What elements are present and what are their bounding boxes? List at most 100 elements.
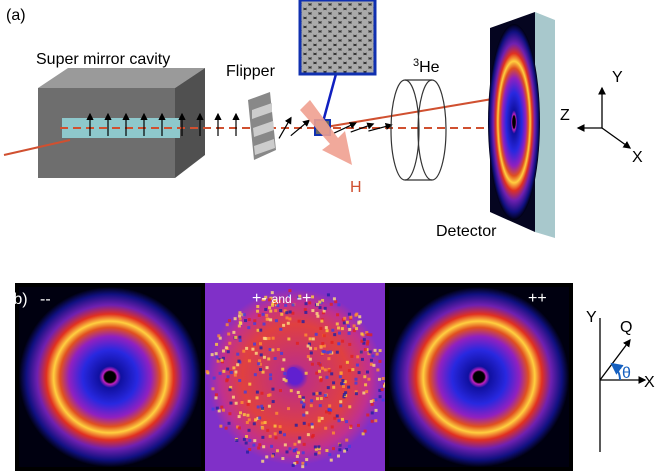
speckle-dot <box>295 341 299 345</box>
speckle-dot <box>238 321 242 325</box>
speckle-dot <box>332 297 336 301</box>
speckle-dot <box>365 331 369 335</box>
speckle-dot <box>273 357 277 361</box>
speckle-dot <box>366 333 370 337</box>
speckle-dot <box>345 360 349 364</box>
speckle-dot <box>238 338 242 342</box>
speckle-dot <box>378 349 382 353</box>
speckle-dot <box>348 327 352 331</box>
speckle-dot <box>366 413 370 417</box>
speckle-dot <box>360 357 364 361</box>
speckle-dot <box>339 365 343 369</box>
speckle-dot <box>271 336 275 340</box>
speckle-dot <box>247 359 251 363</box>
speckle-dot <box>323 350 327 354</box>
speckle-dot <box>338 448 342 452</box>
speckle-dot <box>286 321 290 325</box>
speckle-dot <box>288 317 292 321</box>
speckle-dot <box>291 303 295 307</box>
speckle-dot <box>315 397 319 401</box>
speckle-dot <box>221 356 225 360</box>
map-plus-plus <box>389 287 569 467</box>
speckle-dot <box>304 333 308 337</box>
speckle-dot <box>323 306 327 310</box>
speckle-dot <box>258 362 262 366</box>
speckle-dot <box>214 352 218 356</box>
speckle-dot <box>265 317 269 321</box>
speckle-dot <box>325 329 329 333</box>
speckle-dot <box>297 440 301 444</box>
speckle-dot <box>247 428 251 432</box>
speckle-dot <box>238 314 242 318</box>
speckle-dot <box>271 454 275 458</box>
speckle-dot <box>365 342 369 346</box>
speckle-dot <box>332 381 336 385</box>
speckle-dot <box>315 391 319 395</box>
speckle-dot <box>373 348 377 352</box>
speckle-dot <box>310 425 314 429</box>
speckle-dot <box>258 368 262 372</box>
flipper <box>248 92 276 160</box>
speckle-dot <box>324 326 328 330</box>
speckle-dot <box>327 357 331 361</box>
speckle-dot <box>365 390 369 394</box>
speckle-dot <box>247 318 251 322</box>
speckle-dot <box>264 307 268 311</box>
speckle-dot <box>256 416 260 420</box>
speckle-dot <box>236 352 240 356</box>
speckle-dot <box>320 351 324 355</box>
speckle-dot <box>321 298 325 302</box>
speckle-dot <box>292 449 296 453</box>
speckle-dot <box>310 399 314 403</box>
map-minus-minus <box>19 287 201 467</box>
speckle-dot <box>285 311 289 315</box>
detector <box>488 12 555 238</box>
speckle-dot <box>270 303 274 307</box>
speckle-dot <box>271 302 275 306</box>
speckle-dot <box>354 390 358 394</box>
speckle-dot <box>369 399 373 403</box>
speckle-dot <box>333 416 337 420</box>
speckle-dot <box>360 339 364 343</box>
speckle-dot <box>366 340 370 344</box>
speckle-dot <box>347 312 351 316</box>
speckle-dot <box>328 453 332 457</box>
speckle-dot <box>231 395 235 399</box>
spin-arrow <box>350 122 375 133</box>
speckle-dot <box>302 405 306 409</box>
speckle-dot <box>349 315 353 319</box>
speckle-dot <box>217 334 221 338</box>
speckle-dot <box>265 366 269 370</box>
speckle-dot <box>380 388 384 392</box>
speckle-dot <box>220 360 224 364</box>
speckle-dot <box>237 415 241 419</box>
speckle-dot <box>319 397 323 401</box>
speckle-dot <box>245 434 249 438</box>
speckle-dot <box>378 395 382 399</box>
speckle-dot <box>280 351 284 355</box>
speckle-dot <box>282 358 286 362</box>
speckle-dot <box>354 377 358 381</box>
speckle-dot <box>381 377 385 381</box>
speckle-dot <box>313 445 317 449</box>
detector-label: Detector <box>436 223 497 240</box>
speckle-dot <box>236 425 240 429</box>
speckle-dot <box>319 344 323 348</box>
speckle-dot <box>269 373 273 377</box>
map-connector: and <box>272 292 292 306</box>
speckle-dot <box>253 439 257 443</box>
speckle-dot <box>258 342 262 346</box>
speckle-dot <box>304 302 308 306</box>
map-label: -+ <box>297 290 312 307</box>
speckle-dot <box>335 322 339 326</box>
speckle-dot <box>211 407 215 411</box>
speckle-dot <box>271 300 275 304</box>
speckle-dot <box>339 400 343 404</box>
cavity-label: Super mirror cavity <box>36 51 170 68</box>
speckle-dot <box>348 405 352 409</box>
speckle-dot <box>351 368 355 372</box>
speckle-dot <box>356 423 360 427</box>
speckle-dot <box>302 403 306 407</box>
helium-label: 3He <box>413 57 440 76</box>
axis-x-label: X <box>644 374 655 391</box>
